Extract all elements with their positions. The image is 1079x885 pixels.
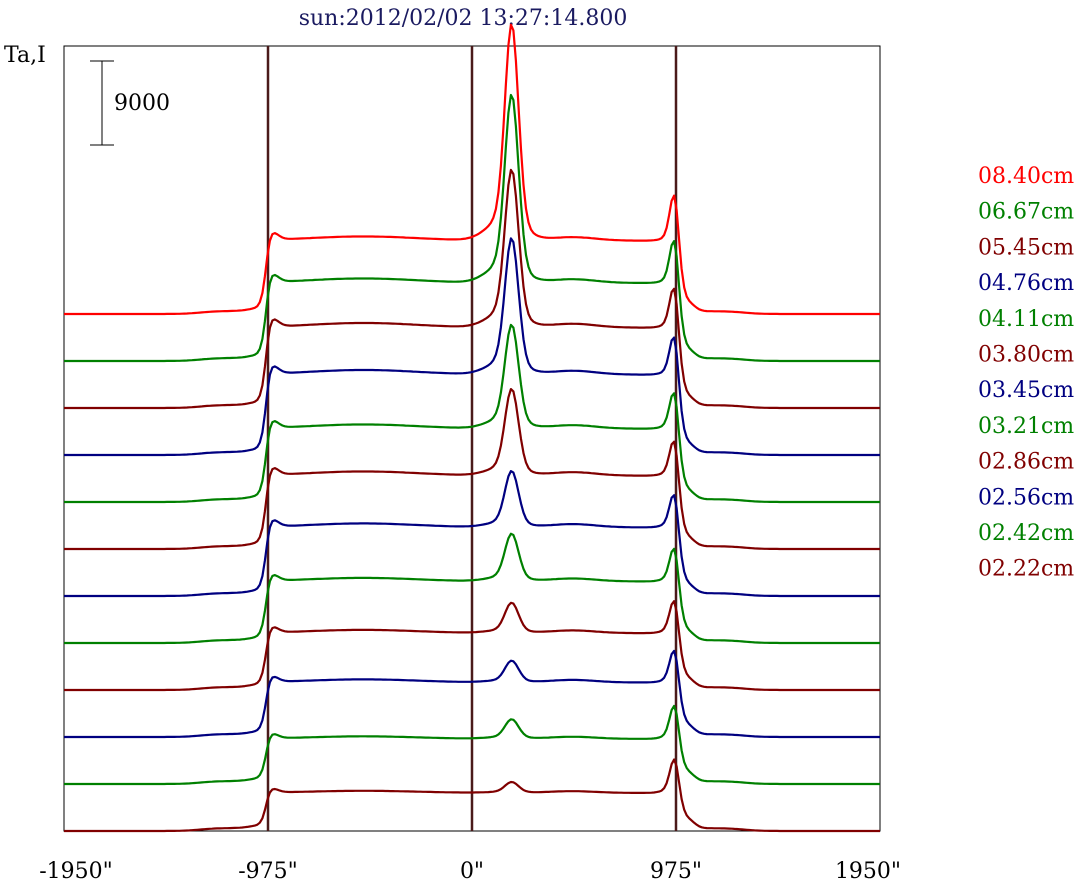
series-line-02.42cm xyxy=(64,704,880,786)
legend-entry: 02.42cm xyxy=(978,521,1074,546)
series-line-03.80cm xyxy=(64,388,880,551)
x-tick-labels: -1950" -975" 0" 975" 1950" xyxy=(39,859,901,884)
series-line-06.67cm xyxy=(64,93,880,363)
series-line-04.11cm xyxy=(64,323,880,504)
x-tick-label: -1950" xyxy=(39,859,113,884)
legend-entry: 02.86cm xyxy=(978,450,1074,475)
legend-entry: 02.22cm xyxy=(978,557,1074,582)
series-line-02.22cm xyxy=(64,758,880,833)
x-tick-label: 1950" xyxy=(835,859,901,884)
x-tick-label: 0" xyxy=(460,859,484,884)
legend-entry: 03.80cm xyxy=(978,343,1074,368)
series-line-08.40cm xyxy=(64,23,880,316)
series-line-04.76cm xyxy=(64,237,880,457)
series-line-03.45cm xyxy=(64,470,880,598)
chart-title: sun:2012/02/02 13:27:14.800 xyxy=(299,6,628,31)
series-group xyxy=(64,23,880,833)
series-line-03.21cm xyxy=(64,532,880,645)
legend: 08.40cm 06.67cm 05.45cm 04.76cm 04.11cm 03.80… xyxy=(978,164,1074,582)
x-tick-label: -975" xyxy=(238,859,298,884)
series-line-02.56cm xyxy=(64,649,880,739)
legend-entry: 02.56cm xyxy=(978,485,1074,510)
legend-entry: 03.21cm xyxy=(978,414,1074,439)
legend-entry: 06.67cm xyxy=(978,200,1074,225)
y-axis-label: Ta,I xyxy=(4,43,46,68)
legend-entry: 05.45cm xyxy=(978,235,1074,260)
legend-entry: 03.45cm xyxy=(978,378,1074,403)
x-tick-label: 975" xyxy=(650,859,702,884)
series-line-05.45cm xyxy=(64,168,880,410)
scale-bar: 9000 xyxy=(90,60,170,146)
vertical-markers xyxy=(266,46,678,831)
series-line-02.86cm xyxy=(64,600,880,692)
legend-entry: 04.11cm xyxy=(978,307,1074,332)
scale-bar-label: 9000 xyxy=(114,91,170,116)
legend-entry: 04.76cm xyxy=(978,271,1074,296)
legend-entry: 08.40cm xyxy=(978,164,1074,189)
